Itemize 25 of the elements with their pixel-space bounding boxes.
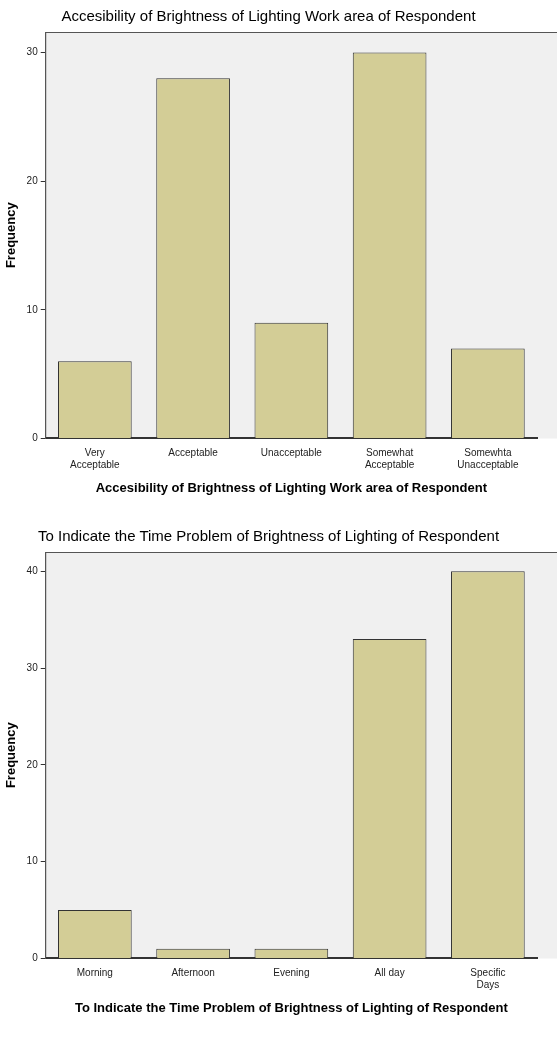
x-tick-label: Somewhta Unacceptable [457, 447, 519, 471]
x-tick-label: Evening [273, 967, 310, 979]
x-tick-label: Morning [76, 967, 113, 979]
y-tick-label: 0 [32, 432, 39, 444]
y-axis-title: Frequency [3, 201, 19, 269]
x-tick-label: Afternoon [171, 967, 215, 979]
y-tick-label: 0 [32, 952, 39, 964]
x-tick-label: Very Acceptable [70, 447, 121, 471]
x-axis-title: To Indicate the Time Problem of Brightness of Lighting of Respondent [74, 999, 509, 1015]
y-tick-label: 20 [26, 174, 39, 186]
x-tick-label: Acceptable [168, 447, 219, 459]
x-tick-label: Specific Days [470, 967, 506, 991]
x-tick-label: Unacceptable [260, 447, 323, 459]
chart-title: Accesibility of Brightness of Lighting Work area of Respondent [61, 7, 477, 25]
y-tick-label: 40 [26, 565, 39, 577]
y-tick-label: 30 [26, 661, 39, 673]
y-tick-label: 10 [26, 855, 39, 867]
y-axis-title: Frequency [3, 721, 19, 789]
x-axis-title: Accesibility of Brightness of Lighting Work area of Respondent [95, 479, 488, 495]
y-tick-label: 30 [26, 46, 39, 58]
x-tick-label: All day [374, 967, 405, 979]
y-tick-label: 20 [26, 758, 39, 770]
x-tick-label: Somewhat Acceptable [364, 447, 415, 471]
chart-title: To Indicate the Time Problem of Brightness of Lighting of Respondent [37, 527, 500, 545]
y-tick-label: 10 [26, 303, 39, 315]
